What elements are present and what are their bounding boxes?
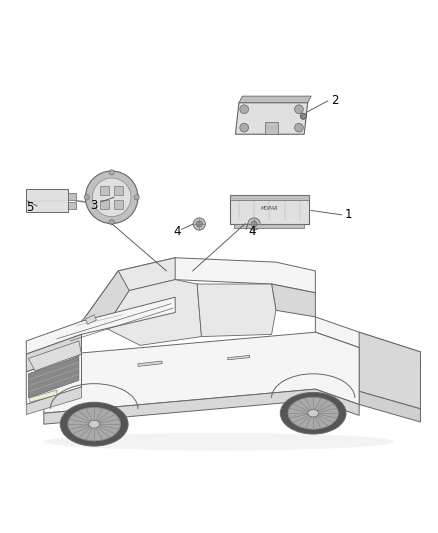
Circle shape [251, 221, 257, 227]
Text: 1: 1 [344, 208, 352, 221]
Circle shape [109, 220, 114, 225]
Polygon shape [100, 200, 109, 209]
Polygon shape [315, 317, 420, 365]
Polygon shape [230, 195, 309, 200]
Text: MOPAR: MOPAR [261, 206, 278, 211]
Polygon shape [100, 186, 109, 195]
Polygon shape [359, 332, 420, 409]
Polygon shape [26, 354, 81, 405]
Polygon shape [68, 201, 76, 209]
Circle shape [300, 113, 306, 119]
Polygon shape [234, 224, 304, 228]
Circle shape [84, 195, 89, 200]
Polygon shape [230, 195, 309, 224]
Ellipse shape [88, 420, 99, 428]
Polygon shape [85, 314, 96, 324]
Polygon shape [30, 390, 57, 402]
Circle shape [240, 105, 249, 114]
Polygon shape [114, 200, 123, 209]
Circle shape [193, 218, 205, 230]
Polygon shape [85, 258, 175, 328]
Polygon shape [68, 193, 76, 200]
Circle shape [294, 123, 303, 132]
Polygon shape [26, 297, 175, 354]
Circle shape [92, 178, 131, 216]
Polygon shape [236, 103, 307, 134]
Polygon shape [272, 284, 315, 317]
Ellipse shape [280, 392, 346, 434]
Polygon shape [239, 96, 311, 103]
Polygon shape [265, 122, 278, 134]
Text: 5: 5 [26, 201, 33, 214]
Polygon shape [138, 361, 162, 366]
Circle shape [196, 221, 202, 227]
Polygon shape [28, 356, 79, 398]
Polygon shape [118, 258, 315, 293]
Text: 3: 3 [91, 199, 98, 212]
Polygon shape [26, 387, 81, 415]
Polygon shape [44, 389, 359, 424]
Polygon shape [81, 271, 129, 328]
Polygon shape [197, 284, 276, 336]
Polygon shape [26, 189, 68, 212]
Circle shape [109, 169, 114, 175]
Circle shape [248, 218, 260, 230]
Circle shape [294, 105, 303, 114]
Ellipse shape [308, 409, 318, 417]
Polygon shape [359, 391, 420, 422]
Ellipse shape [60, 402, 128, 446]
Ellipse shape [44, 433, 394, 450]
Circle shape [85, 171, 138, 223]
Circle shape [134, 195, 139, 200]
Text: 4: 4 [173, 225, 181, 238]
Polygon shape [228, 356, 250, 360]
Text: 4: 4 [248, 225, 256, 238]
Text: 2: 2 [331, 94, 339, 108]
Polygon shape [28, 341, 81, 371]
Polygon shape [105, 280, 201, 345]
Polygon shape [44, 332, 359, 413]
Polygon shape [26, 334, 81, 372]
Circle shape [240, 123, 249, 132]
Ellipse shape [68, 408, 120, 441]
Polygon shape [107, 209, 118, 215]
Ellipse shape [288, 397, 338, 429]
Polygon shape [114, 186, 123, 195]
